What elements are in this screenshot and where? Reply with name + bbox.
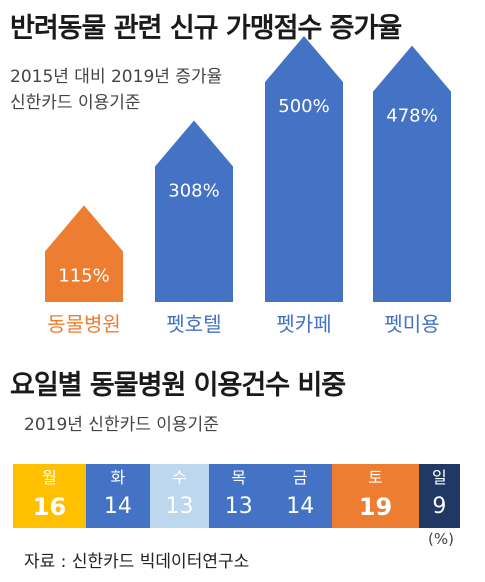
chart1-subtitle-line: 2015년 대비 2019년 증가율 [10, 67, 223, 87]
share-value: 9 [432, 494, 447, 519]
chart1-subtitle-line: 신한카드 이용기준 [10, 93, 141, 113]
chart1-subtitle: 2015년 대비 2019년 증가율 신한카드 이용기준 [10, 64, 222, 116]
day-label: 일 [432, 468, 447, 487]
segment-화: 화 14 [85, 464, 150, 528]
weekday-share-stacked-bar: 월 16 화 14 수 13 목 13 금 14 토 19 일 9 [13, 464, 460, 528]
share-value: 14 [286, 494, 315, 519]
segment-토: 토 19 [332, 464, 419, 528]
category-label: 펫카페 [276, 312, 331, 336]
bar-펫호텔 [155, 120, 233, 302]
share-value: 13 [224, 494, 253, 519]
share-value: 14 [103, 494, 132, 519]
chart2-title: 요일별 동물병원 이용건수 비중 [10, 370, 346, 401]
day-label: 토 [368, 468, 383, 487]
category-label: 펫미용 [384, 312, 439, 336]
bar-펫카페 [265, 36, 343, 302]
source-note: 자료 : 신한카드 빅데이터연구소 [24, 552, 250, 572]
data-label: 115% [58, 265, 109, 286]
segment-월: 월 16 [13, 464, 86, 528]
bar-펫미용 [373, 45, 451, 303]
day-label: 수 [172, 468, 187, 487]
segment-금: 금 14 [268, 464, 333, 528]
day-label: 화 [110, 468, 126, 487]
share-value: 13 [165, 494, 194, 519]
data-label: 500% [278, 96, 329, 117]
category-label: 펫호텔 [166, 312, 221, 336]
day-label: 월 [42, 468, 57, 487]
unit-label: (%) [428, 530, 454, 548]
chart2-subtitle: 2019년 신한카드 이용기준 [24, 415, 219, 435]
segment-목: 목 13 [209, 464, 269, 528]
data-label: 308% [168, 180, 219, 201]
bar-동물병원 [45, 205, 123, 302]
segment-수: 수 13 [149, 464, 210, 528]
share-value: 16 [32, 493, 67, 521]
category-label: 동물병원 [47, 312, 121, 336]
growth-bar-chart: 115% 동물병원 308% 펫호텔 500% 펫카페 478% 펫미용 [45, 36, 451, 336]
day-label: 목 [231, 468, 247, 487]
share-value: 19 [358, 493, 393, 521]
data-label: 478% [386, 106, 437, 127]
chart1-title: 반려동물 관련 신규 가맹점수 증가율 [10, 13, 402, 44]
day-label: 금 [292, 468, 308, 487]
